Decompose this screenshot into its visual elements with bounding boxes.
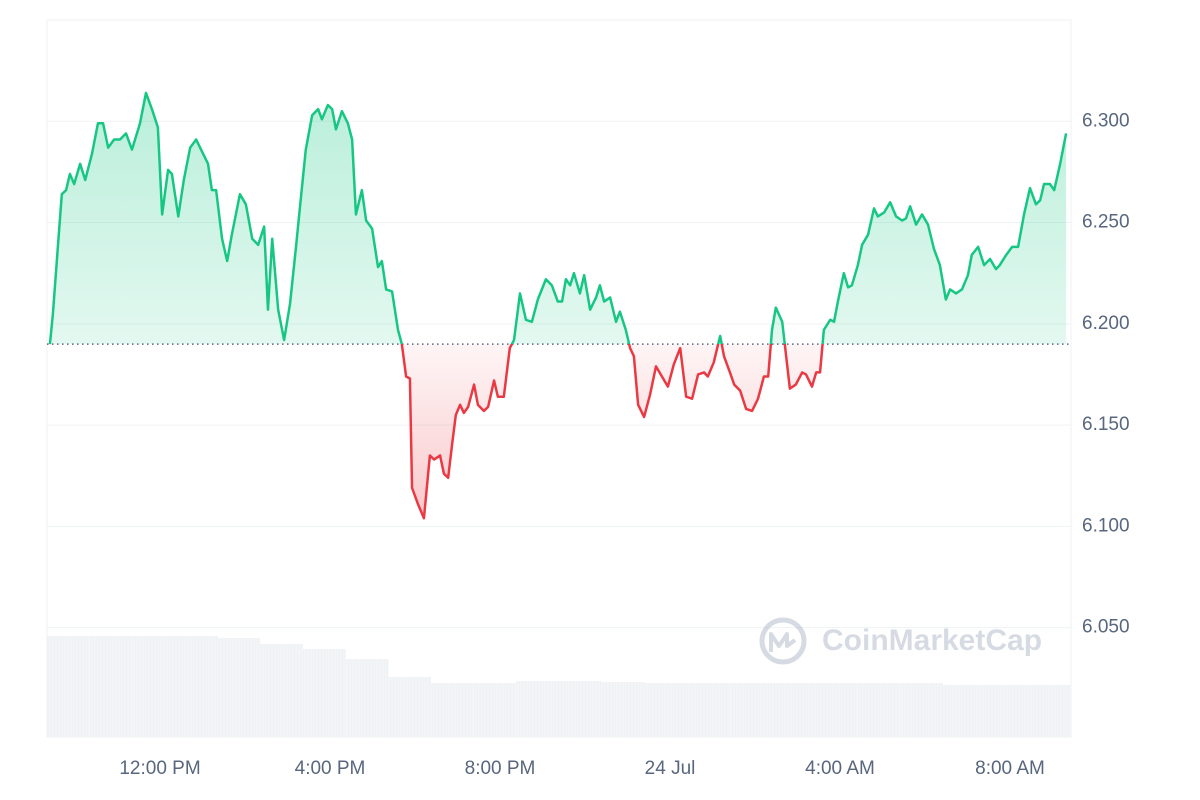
volume-bar [1028,685,1071,737]
x-tick-label: 12:00 PM [119,758,200,779]
volume-bar [303,649,346,737]
price-line [48,91,1068,520]
volume-bar [132,636,175,737]
watermark-logo-mark [769,632,797,652]
volume-bar [943,685,986,737]
x-tick-label: 24 Jul [645,758,696,779]
watermark: CoinMarketCap [759,617,1042,665]
volume-bar [47,636,90,737]
volume-bar [729,683,773,737]
y-tick-label: 6.300 [1082,110,1130,131]
y-tick-label: 6.100 [1082,515,1130,536]
y-tick-label: 6.150 [1082,414,1130,435]
volume-bar [516,681,559,737]
volume-bar [345,659,389,737]
y-tick-label: 6.200 [1082,313,1130,334]
volume-bar [388,677,431,737]
volume-layer [47,634,1071,737]
volume-bar [431,683,474,737]
x-tick-label: 4:00 PM [295,758,366,779]
volume-bar [260,644,303,737]
area-up [49,92,1067,345]
volume-bar [559,681,602,737]
y-tick-label: 6.250 [1082,212,1130,233]
axis-layer: 6.050 6.100 6.150 6.200 6.250 6.300 12:00 PM 4:… [119,110,1129,779]
volume-bar [473,683,517,737]
volume-bar [687,683,730,737]
volume-bar [644,683,687,737]
plot-layer [47,91,1071,520]
volume-bar [900,683,943,737]
x-tick-label: 8:00 PM [465,758,536,779]
watermark-text: CoinMarketCap [822,624,1042,657]
volume-bar [772,683,815,737]
y-tick-label: 6.050 [1082,617,1130,638]
volume-bar [175,636,218,737]
x-tick-label: 4:00 AM [805,758,875,779]
watermark-logo [759,617,807,665]
x-tick-label: 8:00 AM [975,758,1045,779]
volume-bar [815,683,858,737]
volume-bar [857,683,901,737]
volume-bar [89,636,133,737]
